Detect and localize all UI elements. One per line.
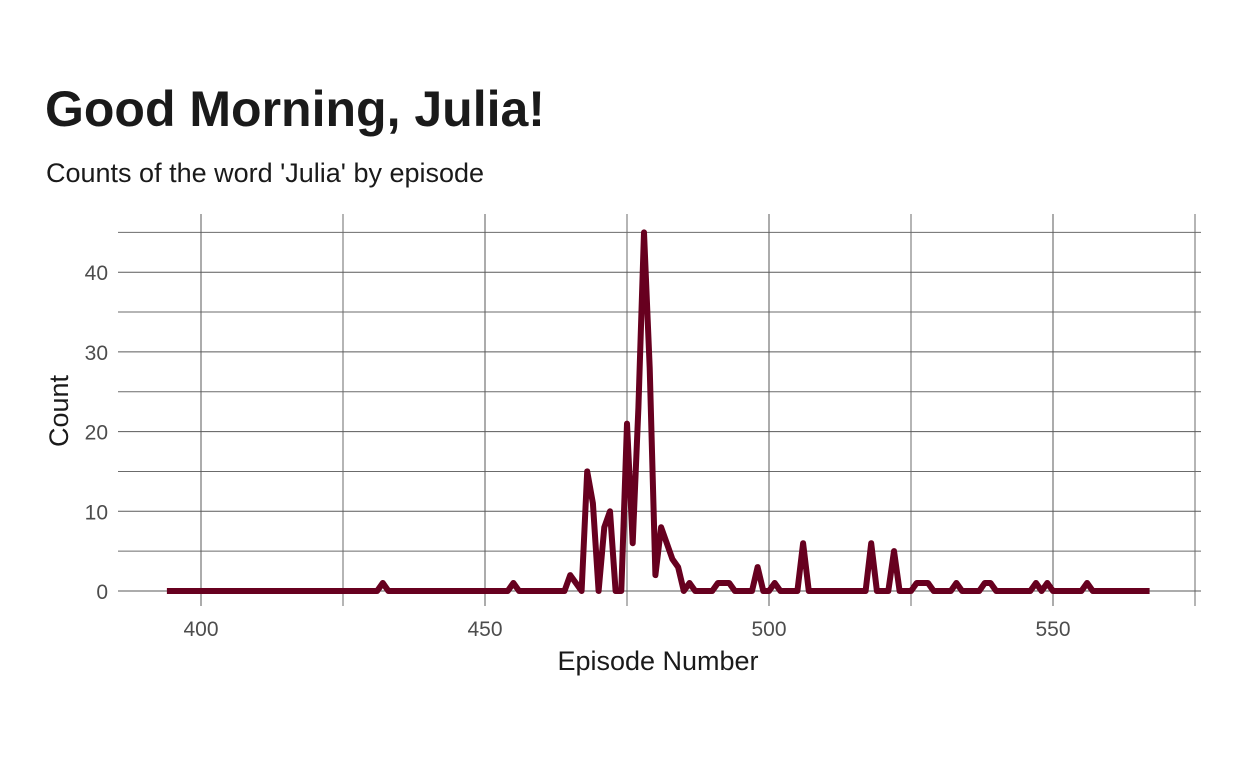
y-tick-label: 10 [85,501,108,524]
chart-subtitle: Counts of the word 'Julia' by episode [46,158,485,188]
data-layer [166,229,1150,594]
x-tick-label: 400 [183,618,218,641]
x-tick-label: 500 [751,618,786,641]
y-tick-label: 30 [85,342,108,365]
x-axis-title: Episode Number [557,646,758,676]
chart-title: Good Morning, Julia! [45,81,545,137]
y-tick-label: 40 [85,262,108,285]
x-tick-label: 550 [1035,618,1070,641]
y-tick-label: 20 [85,422,108,445]
y-axis-title: Count [44,374,74,447]
x-tick-label: 450 [467,618,502,641]
series-line [166,229,1150,594]
grid-layer [118,214,1201,606]
y-tick-label: 0 [96,581,108,604]
tick-layer: 400 450 500 550 0 10 20 30 40 [85,262,1071,641]
